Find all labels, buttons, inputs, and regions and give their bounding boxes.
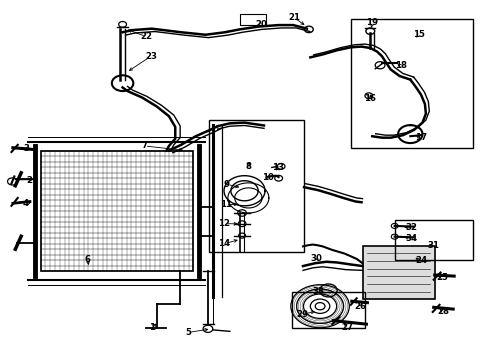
Text: 32: 32 (405, 223, 416, 232)
Text: 23: 23 (144, 52, 157, 61)
Bar (209, 120, 304, 252)
Text: 25: 25 (435, 273, 447, 282)
Bar (362, 246, 434, 299)
Text: 4: 4 (23, 199, 29, 208)
Text: 2: 2 (26, 176, 32, 185)
Bar (292, 292, 365, 328)
Text: 24: 24 (414, 256, 426, 265)
Text: 7: 7 (141, 141, 147, 150)
Text: 21: 21 (287, 13, 300, 22)
Text: 10: 10 (262, 173, 273, 182)
Text: 18: 18 (395, 62, 407, 71)
Text: 9: 9 (224, 180, 229, 189)
Text: 26: 26 (354, 302, 366, 311)
Text: 5: 5 (185, 328, 191, 337)
Text: 31: 31 (427, 241, 439, 250)
Text: 12: 12 (218, 219, 229, 228)
Text: 30: 30 (310, 254, 322, 263)
Text: 22: 22 (140, 32, 152, 41)
Text: 34: 34 (405, 234, 416, 243)
Text: 3: 3 (23, 144, 29, 153)
Bar (239, 14, 266, 25)
Text: 20: 20 (255, 19, 267, 28)
Text: 15: 15 (412, 30, 424, 39)
Bar (41, 150, 193, 271)
Text: 8: 8 (245, 162, 251, 171)
Text: 14: 14 (218, 239, 230, 248)
Text: 13: 13 (271, 163, 283, 172)
Text: 27: 27 (341, 323, 353, 332)
Text: 11: 11 (220, 200, 231, 209)
Text: 33: 33 (312, 287, 324, 296)
Text: 29: 29 (295, 310, 307, 319)
Text: 6: 6 (84, 255, 90, 264)
Text: 28: 28 (437, 307, 448, 316)
Bar (394, 220, 472, 260)
Bar (350, 19, 472, 148)
Text: 19: 19 (366, 18, 378, 27)
Text: 1: 1 (148, 323, 155, 332)
Text: 16: 16 (364, 94, 376, 103)
Text: 17: 17 (414, 133, 426, 142)
